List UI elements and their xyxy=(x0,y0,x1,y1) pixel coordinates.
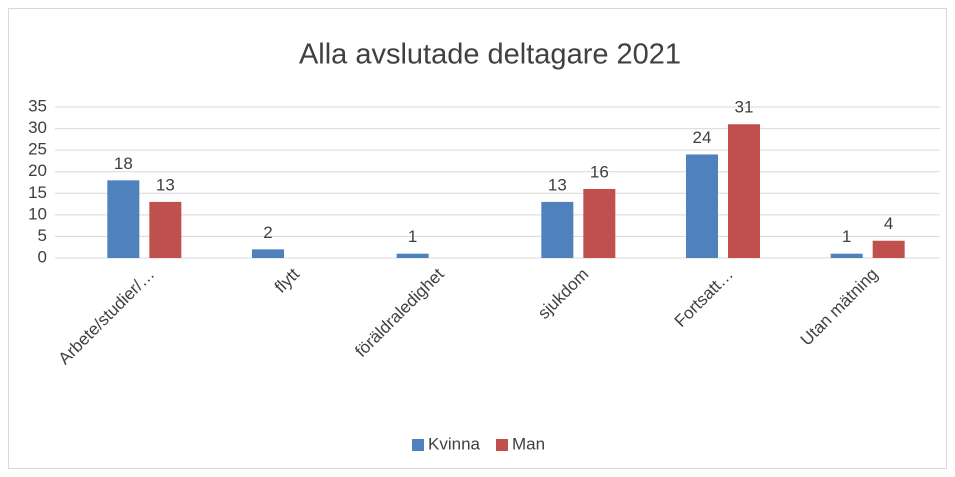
bar xyxy=(107,180,140,258)
y-tick-label: 10 xyxy=(28,204,47,223)
y-tick-label: 35 xyxy=(28,96,47,115)
y-tick-label: 15 xyxy=(28,183,47,202)
bar xyxy=(728,124,760,258)
y-tick-label: 5 xyxy=(38,226,47,245)
bar xyxy=(830,253,863,258)
data-label: 24 xyxy=(693,128,712,147)
legend-swatch xyxy=(412,439,424,451)
y-tick-label: 0 xyxy=(38,247,47,266)
legend-swatch xyxy=(495,439,508,451)
data-label: 4 xyxy=(884,214,893,233)
legend-label: Kvinna xyxy=(428,434,481,453)
data-label: 1 xyxy=(408,227,417,246)
chart-title: Alla avslutade deltagare 2021 xyxy=(299,39,681,71)
y-tick-label: 25 xyxy=(28,140,47,159)
bar xyxy=(686,154,718,258)
bar xyxy=(541,201,574,258)
data-label: 2 xyxy=(263,223,272,242)
legend-label: Man xyxy=(512,434,545,453)
data-label: 13 xyxy=(156,175,175,194)
bar xyxy=(396,253,429,258)
y-tick-label: 30 xyxy=(28,118,47,137)
chart-border xyxy=(8,8,947,469)
data-label: 1 xyxy=(842,227,851,246)
bar xyxy=(149,201,182,258)
y-tick-label: 20 xyxy=(28,161,47,180)
data-label: 31 xyxy=(735,98,754,117)
bar xyxy=(252,249,284,258)
data-label: 13 xyxy=(548,175,567,194)
bar xyxy=(583,188,616,258)
data-label: 18 xyxy=(114,154,133,173)
data-label: 16 xyxy=(590,162,609,181)
bar xyxy=(872,240,905,258)
